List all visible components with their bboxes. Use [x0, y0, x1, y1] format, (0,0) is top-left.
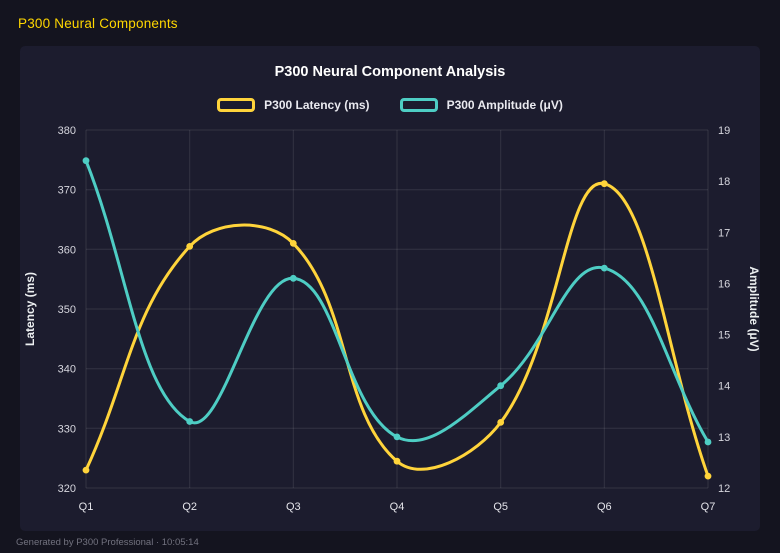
svg-text:370: 370	[58, 185, 76, 197]
data-point	[289, 274, 297, 282]
svg-text:19: 19	[718, 125, 730, 137]
data-point	[82, 466, 90, 474]
svg-text:380: 380	[58, 125, 76, 137]
svg-text:340: 340	[58, 364, 76, 376]
svg-text:16: 16	[718, 278, 730, 290]
svg-text:18: 18	[718, 176, 730, 188]
svg-text:Q2: Q2	[182, 501, 197, 513]
legend-swatch-latency-icon	[217, 98, 256, 112]
data-point	[600, 180, 608, 188]
chart-title: P300 Neural Component Analysis	[274, 64, 506, 80]
svg-text:13: 13	[718, 432, 730, 444]
page-title: P300 Neural Components	[18, 16, 178, 31]
svg-text:330: 330	[58, 423, 76, 435]
data-point	[497, 419, 505, 426]
legend-label-amplitude: P300 Amplitude (μV)	[446, 98, 563, 112]
legend-swatch-amplitude-icon	[399, 98, 438, 112]
data-point	[704, 472, 712, 480]
svg-text:350: 350	[58, 304, 76, 316]
svg-text:12: 12	[718, 483, 730, 495]
svg-text:360: 360	[58, 244, 76, 256]
data-point	[393, 457, 401, 465]
svg-text:Q5: Q5	[493, 501, 508, 513]
chart-legend: P300 Latency (ms) P300 Amplitude (μV)	[20, 98, 760, 112]
svg-text:Q4: Q4	[390, 501, 405, 513]
svg-text:15: 15	[718, 330, 730, 342]
svg-text:14: 14	[718, 381, 730, 393]
chart-panel: P300 Neural Component Analysis P300 Late…	[20, 46, 760, 531]
svg-text:Q1: Q1	[79, 501, 94, 513]
svg-text:Latency (ms): Latency (ms)	[23, 272, 37, 346]
data-point	[289, 240, 297, 247]
svg-text:Amplitude (μV): Amplitude (μV)	[747, 266, 760, 351]
svg-text:320: 320	[58, 483, 76, 495]
data-point	[186, 243, 194, 250]
legend-label-latency: P300 Latency (ms)	[264, 98, 370, 112]
data-point	[186, 418, 194, 425]
data-point	[704, 438, 712, 446]
svg-text:Q7: Q7	[701, 501, 716, 513]
data-point	[600, 264, 608, 272]
data-point	[497, 382, 505, 390]
svg-text:17: 17	[718, 227, 730, 239]
svg-text:Q6: Q6	[597, 501, 612, 513]
data-point	[393, 433, 401, 441]
legend-item-latency[interactable]: P300 Latency (ms)	[217, 98, 370, 112]
data-point	[82, 157, 90, 165]
footer-text: Generated by P300 Professional · 10:05:1…	[16, 537, 199, 548]
chart-canvas: 320 330 340 350 360 370 380 12 13 14 15 16 17 18 19 Q1 Q…	[23, 125, 760, 513]
legend-item-amplitude[interactable]: P300 Amplitude (μV)	[399, 98, 563, 112]
svg-text:Q3: Q3	[286, 501, 301, 513]
